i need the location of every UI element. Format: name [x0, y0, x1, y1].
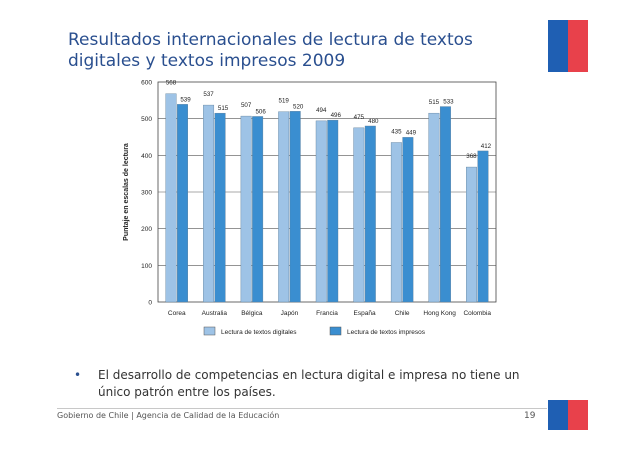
- y-tick-label: 100: [141, 263, 152, 270]
- bar-printed: [364, 125, 376, 303]
- title-line-1: Resultados internacionales de lectura de…: [68, 30, 473, 50]
- x-tick-label: España: [354, 310, 376, 317]
- bar-printed: [477, 150, 489, 303]
- bar-digital: [466, 166, 477, 303]
- x-tick-label: Chile: [395, 310, 410, 317]
- bar-printed: [177, 104, 188, 303]
- data-label: 496: [331, 112, 342, 119]
- data-label: 480: [368, 118, 379, 125]
- data-label: 515: [429, 99, 440, 106]
- y-tick-label: 600: [141, 80, 152, 87]
- data-label: 537: [203, 91, 214, 98]
- flag-bottom-blue: [548, 400, 568, 430]
- x-tick-label: Bélgica: [241, 310, 263, 317]
- y-tick-label: 200: [141, 226, 152, 233]
- reading-scores-chart: 0 100 200 300 400 500 600 Puntaje en escalas de…: [123, 80, 497, 336]
- y-axis-label: Puntaje en escalas de lectura: [123, 143, 130, 241]
- bar-printed: [289, 111, 301, 303]
- bar-printed: [214, 112, 226, 303]
- legend-label-printed: Lectura de textos impresos: [347, 329, 426, 336]
- y-tick-label: 400: [141, 153, 152, 160]
- footer-divider: [57, 408, 547, 409]
- data-label: 494: [316, 107, 327, 114]
- bar-printed: [402, 137, 414, 303]
- x-tick-label: Colombia: [463, 310, 491, 317]
- bar-digital: [165, 93, 177, 303]
- data-label: 506: [255, 108, 266, 115]
- bar-printed: [252, 116, 264, 303]
- page-number: 19: [524, 411, 536, 421]
- flag-bottom-red: [568, 400, 588, 430]
- data-label: 568: [166, 80, 177, 87]
- bullet-text: El desarrollo de competencias en lectura…: [98, 368, 520, 399]
- x-tick-label: Australia: [202, 310, 228, 317]
- data-label: 520: [293, 103, 304, 110]
- bar-printed: [439, 106, 451, 303]
- x-tick-label: Francia: [316, 310, 338, 317]
- legend-swatch-printed: [329, 326, 342, 336]
- y-tick-label: 300: [141, 190, 152, 197]
- data-label: 449: [406, 129, 417, 136]
- bar-digital: [240, 115, 252, 303]
- data-label: 539: [180, 96, 191, 103]
- data-label: 515: [218, 105, 229, 112]
- title-line-2: digitales y textos impresos 2009: [68, 51, 346, 71]
- flag-top-red: [568, 20, 588, 72]
- y-tick-label: 0: [148, 300, 152, 307]
- data-label: 368: [466, 153, 477, 160]
- data-label: 519: [279, 98, 290, 105]
- bar-digital: [315, 120, 327, 303]
- bar-digital: [203, 104, 215, 303]
- x-tick-label: Corea: [168, 310, 186, 317]
- footer-text: Gobierno de Chile | Agencia de Calidad d…: [57, 411, 280, 420]
- y-tick-label: 500: [141, 116, 152, 123]
- bar-digital: [428, 112, 440, 303]
- bar-digital: [278, 111, 290, 303]
- slide-title: Resultados internacionales de lectura de…: [68, 30, 528, 72]
- legend-label-digital: Lectura de textos digitales: [221, 329, 297, 336]
- legend-swatch-digital: [203, 326, 216, 336]
- data-label: 533: [443, 99, 454, 106]
- bar-digital: [353, 127, 365, 303]
- data-label: 435: [391, 129, 402, 136]
- data-label: 475: [354, 114, 365, 121]
- x-tick-label: Hong Kong: [423, 310, 456, 317]
- flag-top-blue: [548, 20, 568, 72]
- x-tick-label: Japón: [281, 310, 299, 317]
- bar-digital: [390, 142, 402, 303]
- bullet-icon: •: [74, 368, 82, 382]
- data-label: 412: [481, 143, 492, 150]
- bar-printed: [327, 119, 339, 303]
- data-label: 507: [241, 102, 252, 109]
